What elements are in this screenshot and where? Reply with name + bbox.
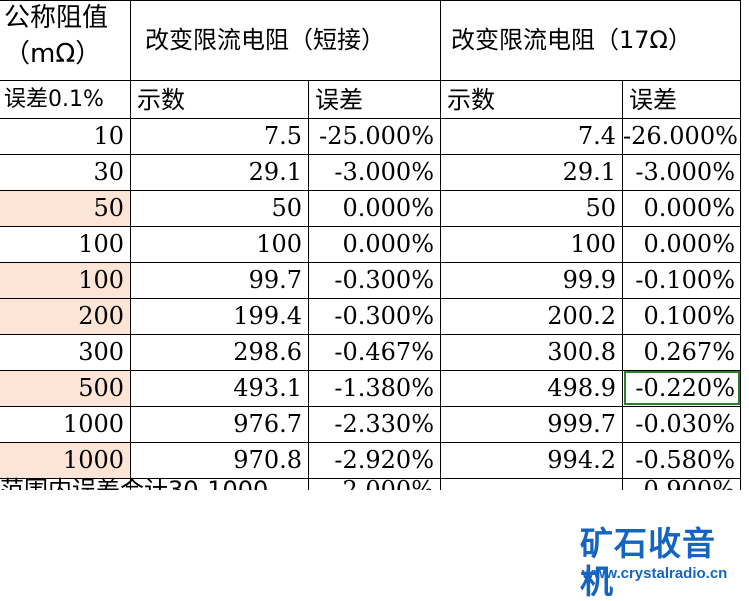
cell-e2[interactable]: -0.580% <box>635 446 735 474</box>
spreadsheet-grid: 公称阻值 （mΩ） 改变限流电阻（短接） 改变限流电阻（17Ω） 误差0.1% … <box>0 0 741 490</box>
selected-cell[interactable]: -0.220% <box>623 370 741 406</box>
header-error-2[interactable]: 误差 <box>629 86 677 114</box>
cell-r1[interactable]: 99.7 <box>248 266 302 294</box>
cell-e2[interactable]: -0.100% <box>635 266 735 294</box>
grid-hline <box>0 190 741 191</box>
grid-hline <box>0 262 741 263</box>
cell-r1[interactable]: 29.1 <box>248 158 302 186</box>
footer-label[interactable]: 范围内误差合计30-1000 <box>0 476 269 490</box>
grid-hline <box>0 370 741 371</box>
grid-hline <box>0 478 741 479</box>
cell-e1[interactable]: 0.000% <box>342 230 434 258</box>
cell-r2[interactable]: 300.8 <box>547 338 616 366</box>
cell-e1[interactable]: -0.300% <box>334 302 434 330</box>
grid-vline <box>440 0 441 490</box>
footer-error-2[interactable]: -0.900% <box>623 478 741 490</box>
cell-e1[interactable]: -2.920% <box>334 446 434 474</box>
cell-e2[interactable]: -26.000% <box>623 122 738 150</box>
cell-e1[interactable]: -1.380% <box>334 374 434 402</box>
cell-nominal[interactable]: 100 <box>78 230 124 258</box>
header-reading-2[interactable]: 示数 <box>447 86 495 114</box>
header-group-short[interactable]: 改变限流电阻（短接） <box>145 26 385 54</box>
cell-r1[interactable]: 199.4 <box>233 302 302 330</box>
grid-hline <box>0 406 741 407</box>
cell-r1[interactable]: 100 <box>256 230 302 258</box>
grid-vline <box>308 80 309 490</box>
cell-nominal[interactable]: 200 <box>0 298 130 334</box>
cell-r1[interactable]: 50 <box>271 194 302 222</box>
grid-hline <box>0 0 741 1</box>
cell-nominal[interactable]: 1000 <box>0 442 130 478</box>
cell-r2[interactable]: 999.7 <box>547 410 616 438</box>
cell-e2[interactable]: 0.267% <box>643 338 735 366</box>
cell-e1[interactable]: -0.300% <box>334 266 434 294</box>
cell-nominal[interactable]: 30 <box>93 158 124 186</box>
footer-error-1[interactable]: -2.000% <box>309 478 440 490</box>
cell-e2[interactable]: 0.000% <box>643 194 735 222</box>
cell-nominal[interactable]: 1000 <box>62 410 124 438</box>
cell-r1[interactable]: 7.5 <box>263 122 302 150</box>
cell-r2[interactable]: 200.2 <box>547 302 616 330</box>
cell-nominal[interactable]: 300 <box>78 338 124 366</box>
cell-nominal[interactable]: 100 <box>0 262 130 298</box>
cell-nominal[interactable]: 50 <box>0 190 130 226</box>
cell-r1[interactable]: 970.8 <box>233 446 302 474</box>
cell-r2[interactable]: 29.1 <box>562 158 616 186</box>
cell-r1[interactable]: 493.1 <box>233 374 302 402</box>
grid-hline <box>0 118 741 119</box>
cell-r2[interactable]: 99.9 <box>562 266 616 294</box>
cell-r2[interactable]: 100 <box>570 230 616 258</box>
grid-vline <box>622 80 623 490</box>
cell-r2[interactable]: 498.9 <box>547 374 616 402</box>
grid-hline <box>0 334 741 335</box>
header-tolerance[interactable]: 误差0.1% <box>4 87 104 112</box>
cell-r1[interactable]: 298.6 <box>233 338 302 366</box>
grid-hline <box>0 80 741 81</box>
watermark-brand: 矿石收音机 <box>580 524 716 601</box>
cell-e1[interactable]: -3.000% <box>334 158 434 186</box>
cell-e2[interactable]: 0.000% <box>643 230 735 258</box>
cell-nominal[interactable]: 10 <box>93 122 124 150</box>
cell-r1[interactable]: 976.7 <box>233 410 302 438</box>
cell-e1[interactable]: 0.000% <box>342 194 434 222</box>
grid-vline <box>740 0 741 490</box>
watermark-url: www.crystalradio.cn <box>582 565 728 582</box>
grid-hline <box>0 442 741 443</box>
cell-e2[interactable]: -0.030% <box>635 410 735 438</box>
cell-e1[interactable]: -2.330% <box>334 410 434 438</box>
cell-r2[interactable]: 994.2 <box>547 446 616 474</box>
header-error-1[interactable]: 误差 <box>315 86 363 114</box>
header-reading-1[interactable]: 示数 <box>137 86 185 114</box>
watermark-logo: 矿石收音机 www.crystalradio.cn <box>580 525 745 601</box>
cell-e1[interactable]: -25.000% <box>319 122 434 150</box>
header-nominal-line1[interactable]: 公称阻值 <box>4 3 109 33</box>
header-nominal-line2: （mΩ） <box>4 39 102 69</box>
cell-r2[interactable]: 7.4 <box>577 122 616 150</box>
cell-e1[interactable]: -0.467% <box>334 338 434 366</box>
cell-e2[interactable]: 0.100% <box>643 302 735 330</box>
cell-nominal[interactable]: 500 <box>0 370 130 406</box>
grid-hline <box>0 226 741 227</box>
cell-r2[interactable]: 50 <box>585 194 616 222</box>
grid-hline <box>0 154 741 155</box>
grid-hline <box>0 298 741 299</box>
grid-vline <box>130 0 131 490</box>
cell-e2[interactable]: -3.000% <box>635 158 735 186</box>
header-group-17ohm[interactable]: 改变限流电阻（17Ω） <box>451 26 692 54</box>
